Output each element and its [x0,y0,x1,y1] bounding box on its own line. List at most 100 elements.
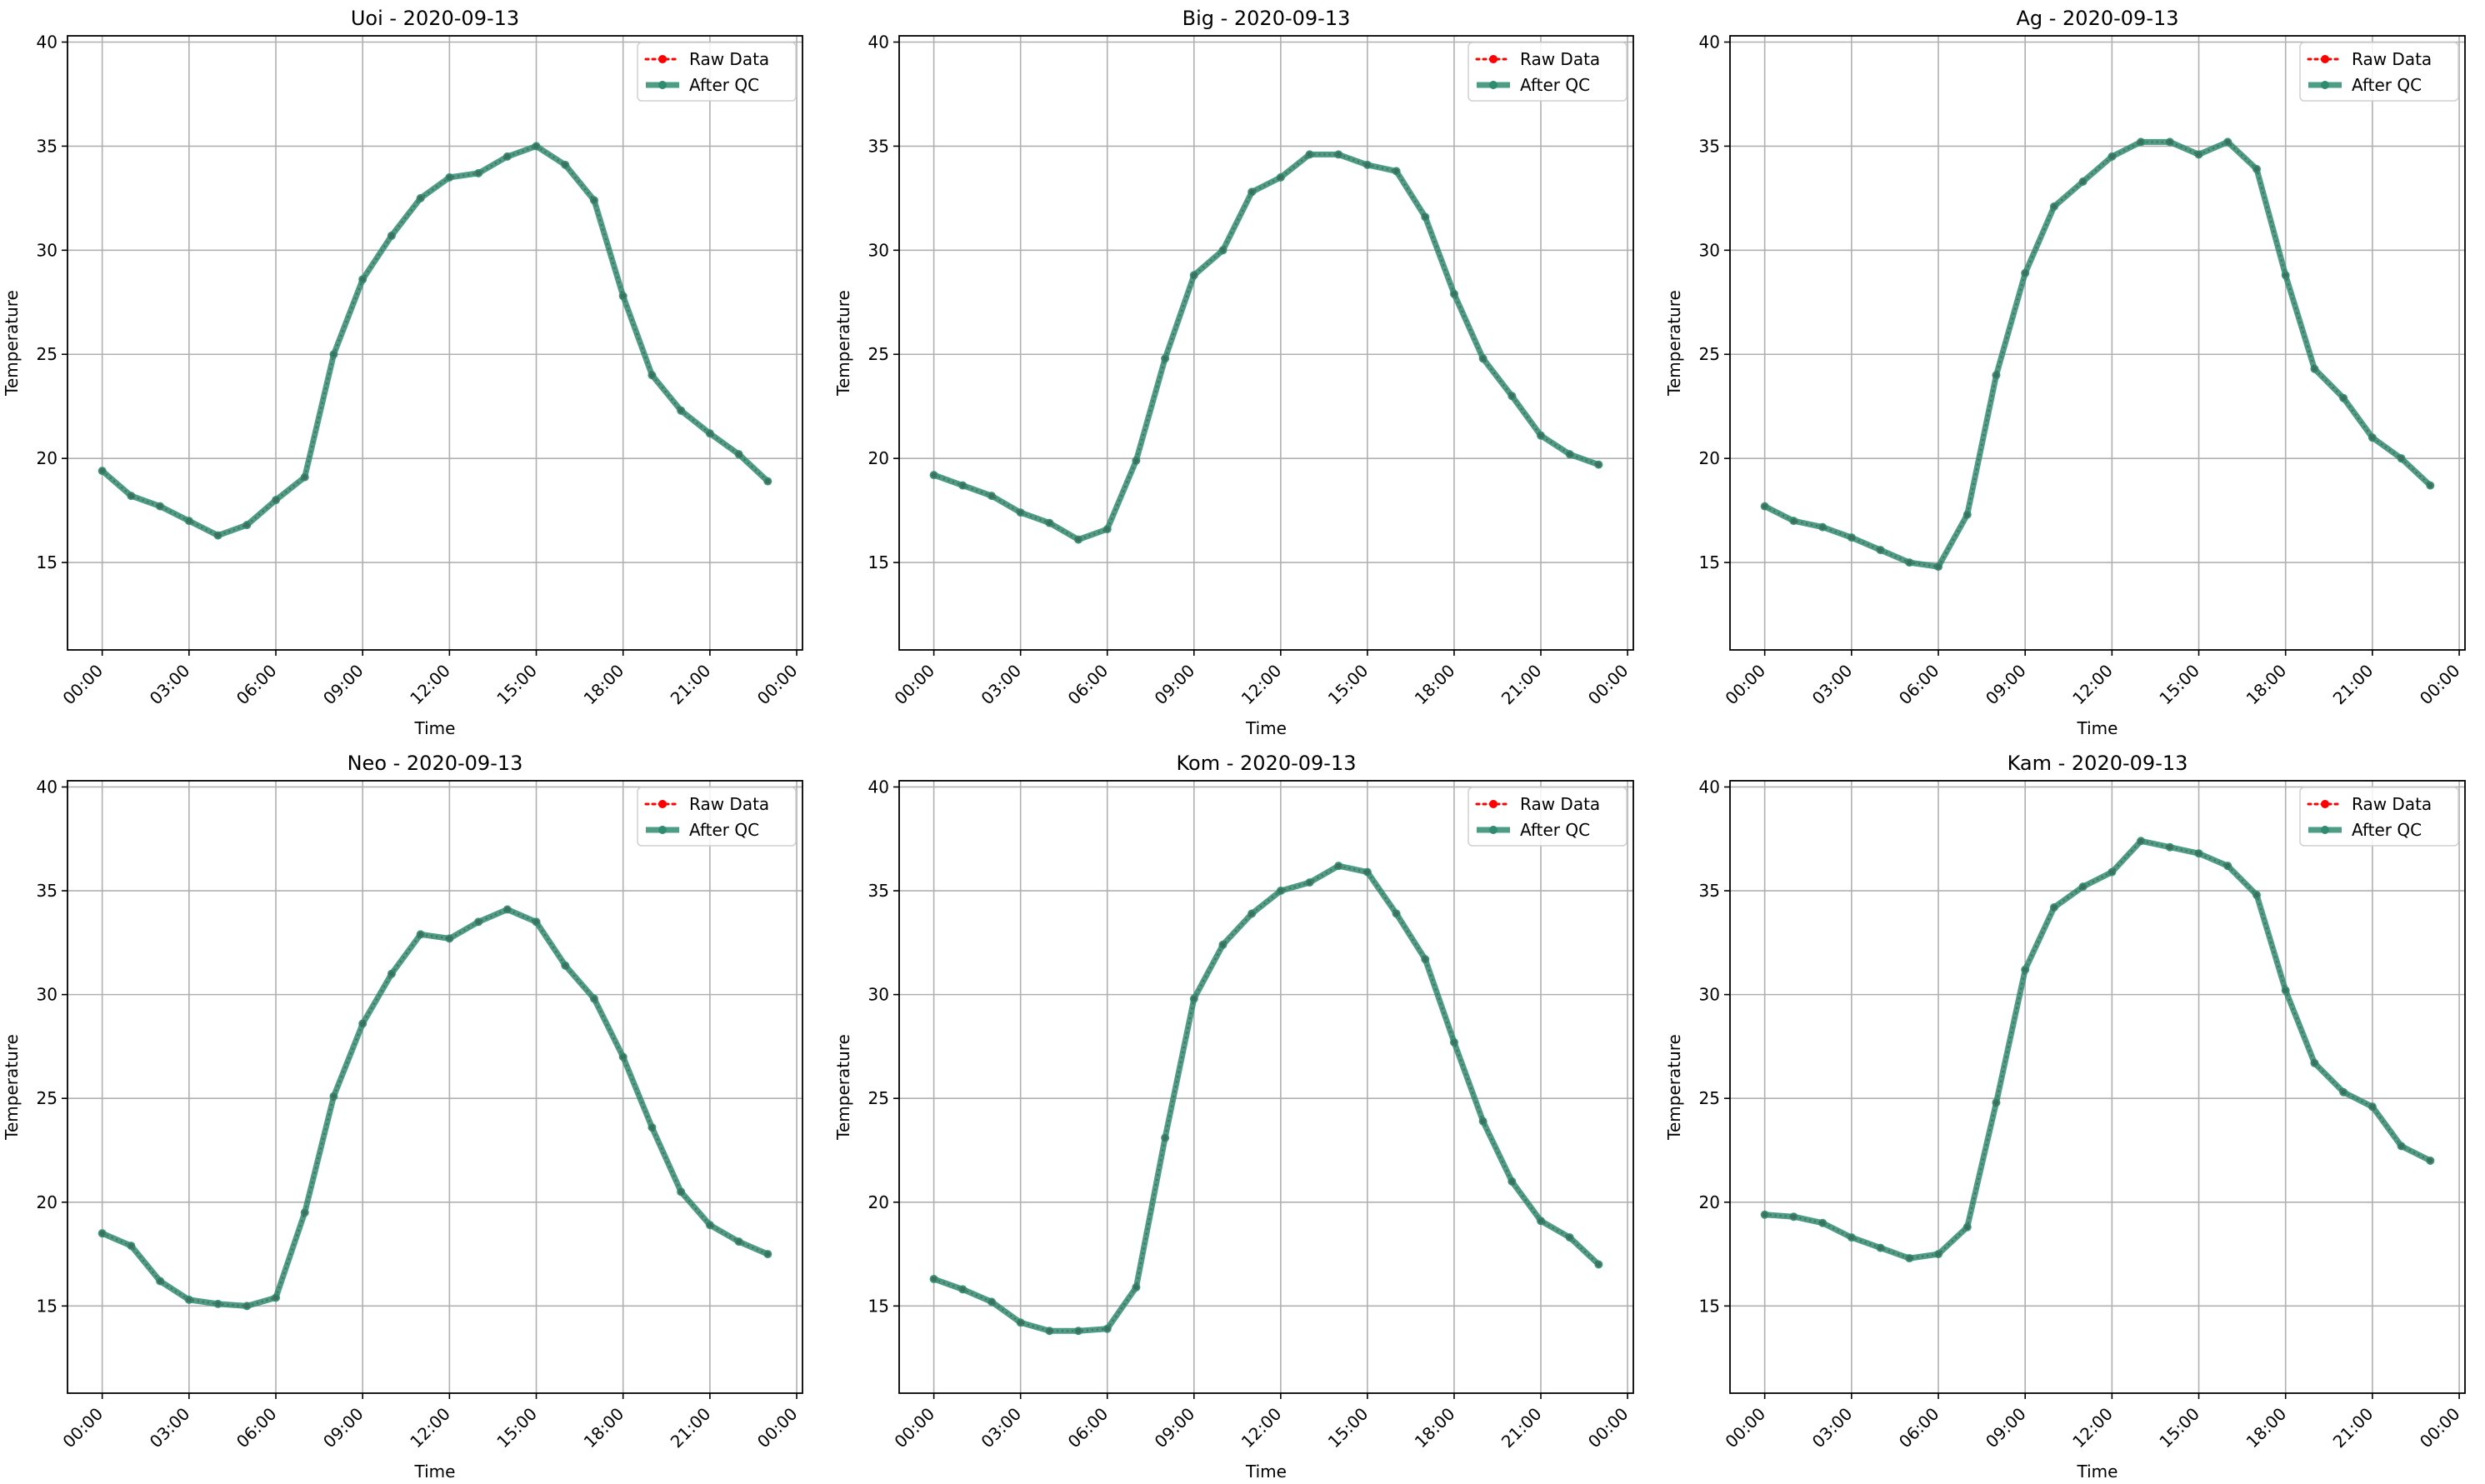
chart-title: Uoi - 2020-09-13 [351,7,519,30]
data-point-raw-data [1278,888,1283,894]
y-axis-label: Temperature [1664,290,1684,397]
legend-label-raw-data: Raw Data [2352,49,2432,69]
data-point-raw-data [1133,457,1139,463]
x-tick-label: 12:00 [2068,661,2117,709]
y-tick-label: 20 [868,1192,889,1212]
data-point-raw-data [678,1189,684,1195]
data-point-raw-data [476,919,482,925]
series-line-after-qc [931,862,1602,1334]
data-point-raw-data [1364,162,1370,167]
legend-marker-raw-data [658,800,667,808]
data-point-raw-data [1964,512,1970,517]
data-point-raw-data [1249,189,1255,195]
data-point-raw-data [649,372,655,378]
data-point-raw-data [273,497,279,503]
legend-label-after-qc: After QC [689,820,759,840]
x-tick-label: 06:00 [1895,661,1943,709]
x-axis-label: Time [1245,718,1287,738]
data-point-raw-data [388,232,394,238]
y-tick-label: 25 [1699,1088,1720,1108]
data-point-raw-data [447,174,452,180]
y-tick-label: 15 [37,552,58,572]
data-point-raw-data [1076,537,1082,542]
legend: Raw Data After QC [2299,787,2459,847]
data-point-raw-data [1191,272,1197,278]
data-point-raw-data [736,452,742,457]
data-point-raw-data [1047,520,1052,526]
x-tick-label: 15:00 [2155,661,2203,709]
data-point-raw-data [1596,1262,1602,1267]
series-line-raw-data [1764,840,2431,1260]
data-point-raw-data [1104,1326,1110,1332]
data-point-raw-data [331,352,337,357]
data-point-raw-data [707,431,712,437]
x-tick-label: 21:00 [2329,661,2378,709]
x-tick-label: 09:00 [1982,661,2030,709]
data-point-raw-data [215,532,221,538]
x-tick-label: 00:00 [58,1404,107,1452]
x-tick-label: 03:00 [1808,661,1857,709]
data-point-raw-data [960,1287,966,1292]
data-point-raw-data [1848,535,1854,541]
data-point-raw-data [591,197,597,203]
data-point-raw-data [1820,1220,1826,1226]
legend-marker-raw-data [1489,55,1498,63]
data-point-raw-data [620,293,626,299]
series-line-after-qc [99,142,771,539]
x-tick-label: 00:00 [1584,661,1632,709]
x-tick-label: 00:00 [2416,1404,2464,1452]
data-point-raw-data [1567,452,1572,457]
legend-marker-after-qc [2321,81,2329,89]
chart-title: Kom - 2020-09-13 [1177,752,1357,775]
data-point-raw-data [1791,1214,1797,1220]
data-point-raw-data [1907,1256,1912,1262]
data-point-raw-data [2225,863,2231,869]
data-point-raw-data [2428,1157,2433,1163]
y-tick-label: 35 [868,881,889,901]
y-tick-label: 25 [37,344,58,364]
legend-label-after-qc: After QC [2352,820,2422,840]
data-point-raw-data [331,1093,337,1099]
data-point-raw-data [1762,1212,1768,1217]
x-tick-label: 21:00 [667,661,715,709]
data-point-raw-data [1451,1039,1457,1045]
axes-frame [67,35,803,651]
x-axis-label: Time [2077,718,2118,738]
data-point-raw-data [1762,503,1768,509]
data-point-raw-data [1220,247,1226,253]
x-tick-label: 21:00 [667,1404,715,1452]
series-line-after-qc [99,907,771,1309]
data-point-raw-data [2312,366,2318,372]
data-point-raw-data [707,1222,712,1228]
chart-panel-3: 00:00 03:00 06:00 09:00 12:00 15:00 18:00 21:00… [1664,7,2466,738]
data-point-raw-data [562,162,568,167]
y-tick-label: 15 [868,1296,889,1316]
legend-marker-raw-data [2321,800,2329,808]
data-point-raw-data [1936,1252,1942,1257]
data-point-raw-data [1993,372,1999,378]
data-point-raw-data [1393,168,1399,174]
data-point-raw-data [1364,869,1370,875]
axes-frame [67,780,803,1394]
y-tick-label: 25 [1699,344,1720,364]
legend-marker-raw-data [2321,55,2329,63]
data-point-raw-data [2022,967,2028,972]
data-point-raw-data [2109,869,2115,875]
data-point-raw-data [931,1276,937,1282]
x-tick-label: 00:00 [1584,1404,1632,1452]
y-tick-label: 30 [37,985,58,1005]
x-tick-label: 09:00 [1982,1404,2030,1452]
data-point-raw-data [2341,1089,2347,1095]
data-point-raw-data [2051,203,2057,209]
data-point-raw-data [418,195,423,201]
data-point-raw-data [2051,904,2057,910]
data-point-raw-data [1162,1135,1168,1141]
x-tick-label: 06:00 [1064,661,1112,709]
data-point-raw-data [1336,152,1342,157]
x-tick-label: 15:00 [492,661,541,709]
data-point-raw-data [1878,1245,1883,1251]
x-axis-label: Time [414,718,456,738]
chart-panel-5: 00:00 03:00 06:00 09:00 12:00 15:00 18:00 21:00… [833,752,1634,1482]
data-point-raw-data [2167,139,2172,145]
y-tick-label: 15 [868,552,889,572]
